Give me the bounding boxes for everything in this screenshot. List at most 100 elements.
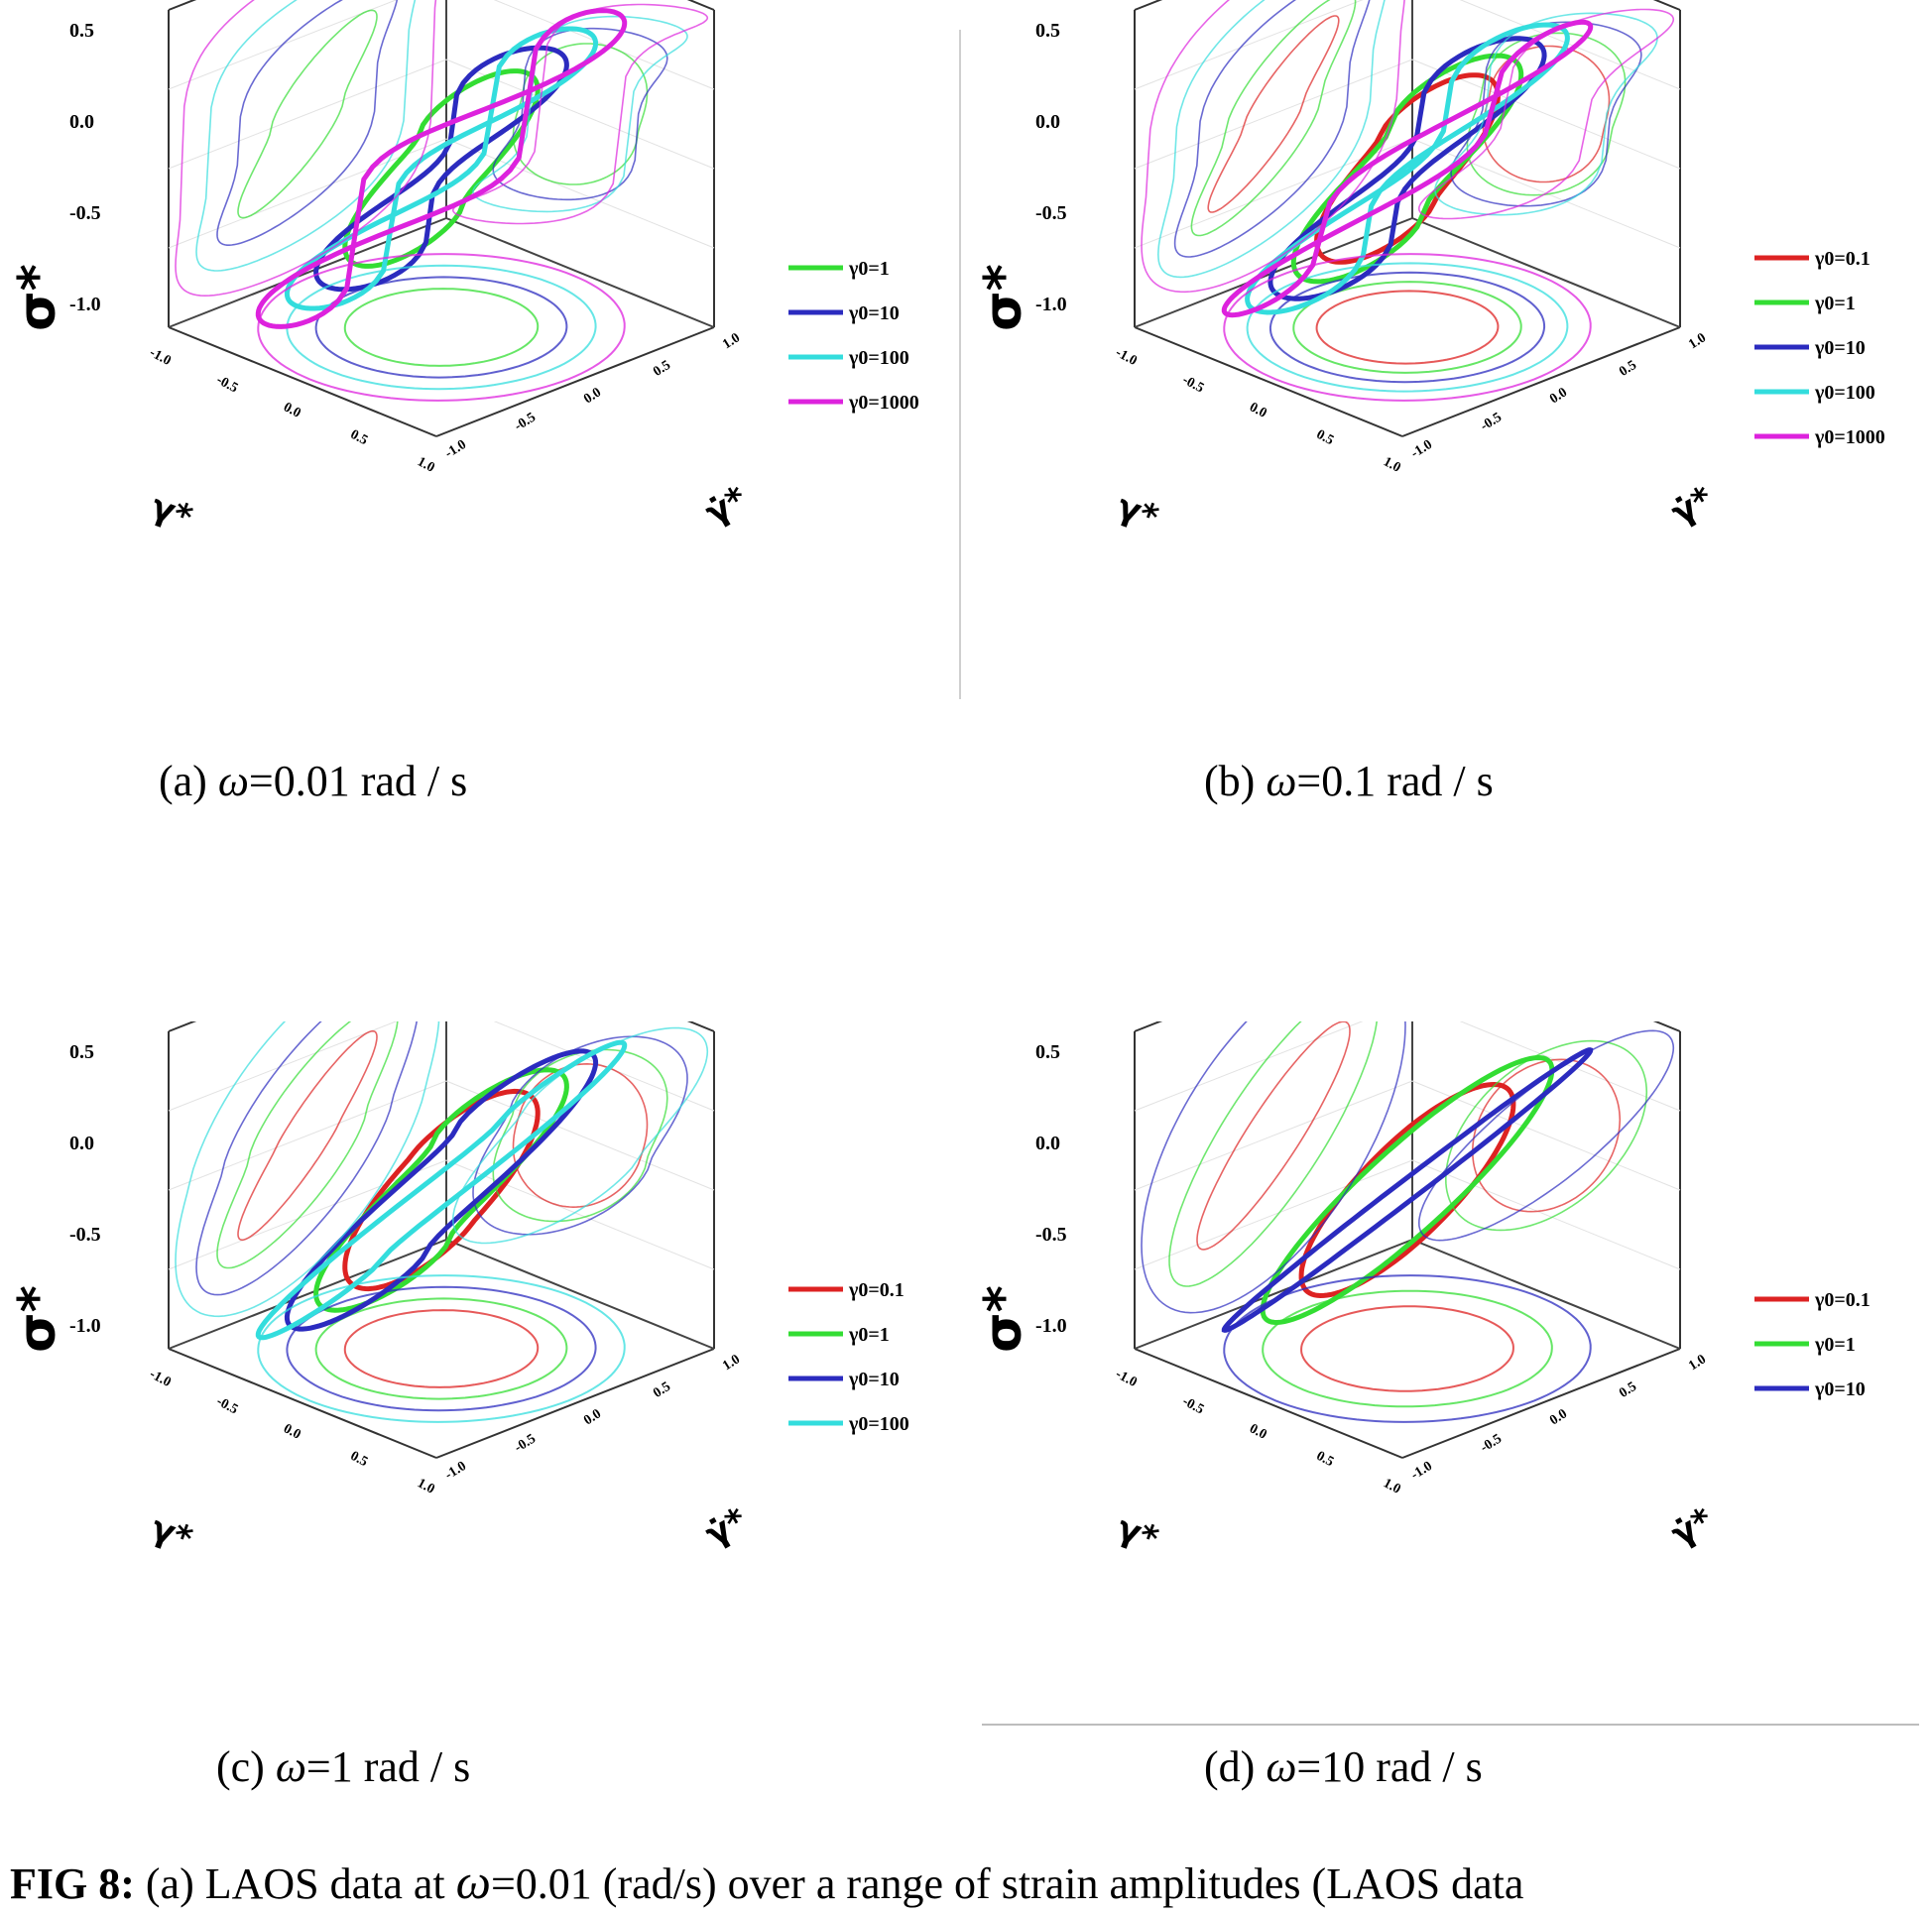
y-tick-label: -1.0 [1408,437,1435,461]
axes-box [1134,0,1681,437]
x-tick-label: -1.0 [1113,345,1140,369]
caption-b-omega: ω [1266,757,1297,805]
caption-a: (a) ω=0.01 rad / s [159,756,467,806]
x-axis-label: γ* [1112,1508,1163,1560]
y-axis-label: γ̇* [1665,1500,1721,1555]
grid-line [1134,0,1364,90]
axis-edge [1134,1239,1413,1350]
caption-a-value: =0.01 rad / s [248,757,468,805]
horizontal-divider [982,1724,1919,1726]
legend-label: γ0=1 [848,258,890,280]
x-tick-label: -0.5 [1180,1394,1207,1418]
legend: γ0=0.1 γ0=1 γ0=10 [1754,1289,1871,1400]
projection-xz [1444,1039,1648,1232]
projection-xy [257,1274,626,1423]
projection-yz [175,1021,440,1318]
projection-yz [1156,0,1386,279]
grid-line [168,1080,447,1191]
axis-edge [168,1021,197,1032]
y-tick-label: 0.5 [1617,1379,1639,1401]
z-tick-label: -1.0 [69,1315,101,1337]
caption-c-label: (c) [216,1742,265,1791]
x-tick-label: 0.5 [348,427,370,448]
caption-b-label: (b) [1204,757,1256,805]
axis-edge [168,217,447,328]
legend-label: γ0=10 [1814,1378,1866,1400]
vertical-divider [959,30,961,699]
x-tick-label: 0.0 [1247,400,1268,420]
legend-label: γ0=0.1 [848,1279,905,1301]
grid-line [1134,1080,1413,1191]
legend-label: γ0=100 [1814,382,1875,404]
caption-d: (d) ω=10 rad / s [1204,1741,1483,1792]
y-axis-label: γ̇* [699,479,755,534]
projection-xz [472,15,688,213]
y-tick-label: -0.5 [1478,410,1505,433]
y-tick-label: 1.0 [1686,1352,1709,1374]
x-tick-label: 0.0 [1247,1421,1268,1442]
caption-c: (c) ω=1 rad / s [216,1741,470,1792]
projection-xz [451,3,709,225]
axis-edge [1652,1021,1681,1032]
y-tick-label: 0.0 [1547,385,1570,407]
x-axis-label: γ* [146,487,197,539]
z-tick-label: 0.0 [1035,111,1060,133]
caption-d-omega: ω [1266,1742,1297,1791]
y-tick-label: 0.5 [1617,358,1639,380]
caption-d-label: (d) [1204,1742,1256,1791]
y-tick-label: 0.0 [581,1406,604,1428]
legend-label: γ0=0.1 [1814,1289,1871,1311]
legend-label: γ0=1 [1814,293,1856,314]
series-curve [1268,36,1547,301]
x-axis-label: γ* [1112,487,1163,539]
z-tick-label: 0.5 [1035,20,1060,42]
grid-line [493,1021,715,1112]
x-tick-label: -0.5 [1180,373,1207,397]
caption-a-label: (a) [159,757,207,805]
y-tick-label: -1.0 [442,1459,469,1483]
x-tick-label: 0.0 [281,400,302,420]
projection-xy [286,264,597,391]
projection-xy [1223,253,1592,402]
projection-xy [314,1297,568,1400]
y-tick-label: 0.0 [1547,1406,1570,1428]
legend-label: γ0=100 [848,347,909,369]
projection-xy [1268,271,1546,384]
y-tick-label: 1.0 [720,1352,743,1374]
x-tick-label: -0.5 [214,1394,241,1418]
grid-line [1134,1159,1413,1270]
z-tick-label: 0.5 [69,20,94,42]
x-tick-label: -1.0 [147,1367,174,1390]
legend-label: γ0=1 [1814,1334,1856,1356]
projection-xy [257,253,626,402]
projection-yz [1141,1021,1406,1314]
y-tick-label: -1.0 [1408,1459,1435,1483]
x-tick-label: -0.5 [214,373,241,397]
axis-edge [1134,1348,1403,1459]
projection-yz [1168,1021,1378,1287]
projection-yz [175,0,437,298]
projection-xy [1300,1305,1514,1392]
series-curve [1314,72,1501,265]
axis-edge [1401,326,1681,437]
grid-line [1459,1021,1681,1112]
z-tick-label: -1.0 [1035,294,1067,315]
axis-edge [1401,1348,1681,1459]
projection-xy [1262,1289,1553,1408]
projection-xy [343,1309,540,1388]
series-curve [1298,1081,1516,1299]
series-curve [1260,1054,1555,1326]
projection-yz [1173,0,1371,258]
z-tick-label: 0.0 [1035,1133,1060,1154]
y-axis-label: γ̇* [1665,479,1721,534]
x-tick-label: -1.0 [1113,1367,1140,1390]
axis-edge [1411,217,1681,328]
x-tick-label: -1.0 [147,345,174,369]
grid-line [168,59,447,170]
subplot-d: 1.00.50.0-0.5-1.0-1.0-0.50.00.51.01.00.5… [966,1021,1932,1791]
projection-yz [216,0,399,246]
projection-yz [1207,15,1340,213]
legend-label: γ0=10 [1814,337,1866,359]
series-curve [1221,19,1594,318]
legend: γ0=0.1 γ0=1 γ0=10 γ0=100 γ0=1000 [1754,248,1885,448]
